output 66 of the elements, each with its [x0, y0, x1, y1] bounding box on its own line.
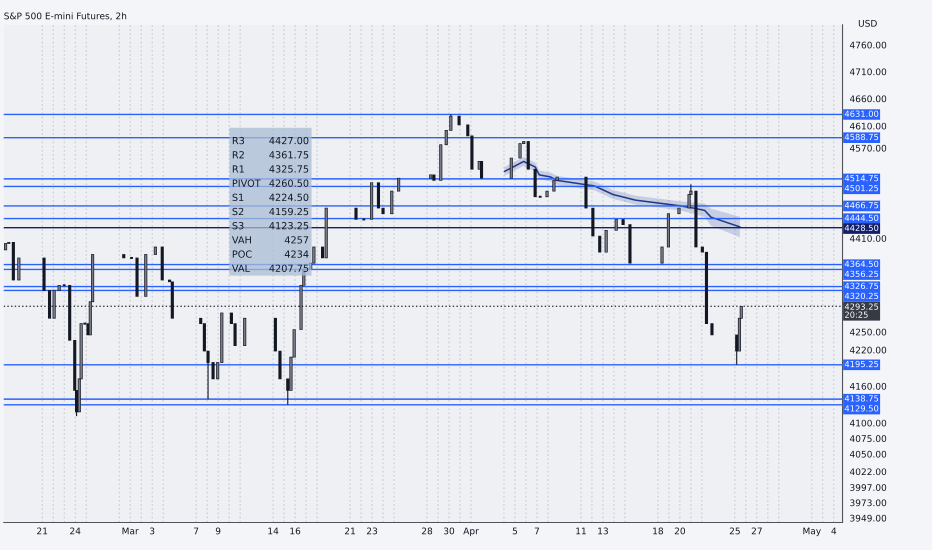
ref-line-label: 4444.50 — [844, 214, 878, 222]
x-tick-label: 13 — [598, 528, 608, 534]
y-tick-label: 4075.00 — [850, 435, 886, 442]
x-tick-label: 7 — [534, 528, 540, 534]
y-tick-label: 4160.00 — [850, 382, 886, 390]
ref-line-label: 4428.50 — [844, 224, 878, 232]
x-tick-label: 16 — [290, 528, 300, 534]
x-tick-label: 21 — [37, 528, 48, 534]
text: S1 4224.50 — [232, 194, 308, 202]
ref-line-label: 4293.25 20:25 — [844, 303, 878, 318]
text: R2 4361.75 — [232, 151, 308, 158]
ref-line-label: 4326.75 — [844, 282, 878, 290]
ref-line-label: 4320.25 — [844, 292, 878, 300]
x-tick-label: 21 — [344, 528, 355, 534]
x-tick-label: Mar — [122, 528, 139, 534]
x-tick-label: 5 — [512, 528, 518, 534]
text: POC 4234 — [232, 250, 309, 258]
ref-line-label: 4195.25 — [844, 360, 878, 368]
text: S3 4123.25 — [232, 222, 308, 230]
text: R1 4325.75 — [232, 165, 308, 173]
y-tick-label: 4570.00 — [850, 144, 886, 152]
y-axis-title: USD — [858, 20, 877, 27]
x-tick-label: 20 — [674, 528, 686, 534]
text: VAL 4207.75 — [232, 264, 308, 272]
y-tick-label: 4760.00 — [850, 42, 886, 48]
x-tick-label: 28 — [422, 528, 432, 534]
y-tick-label: 4710.00 — [850, 68, 886, 76]
ref-line-label: 4514.75 — [844, 175, 878, 182]
x-tick-label: 3 — [150, 528, 154, 534]
text: VAH 4257 — [232, 236, 308, 244]
ref-line-label: 4138.75 — [844, 395, 878, 402]
annotation: PIVOT 4260.50 — [232, 179, 308, 187]
chart-title: S&P 500 E-mini Futures, 2h — [4, 12, 126, 20]
x-tick-label: 25 — [730, 528, 740, 534]
y-tick-label: 3997.00 — [850, 484, 886, 491]
x-tick-label: 18 — [653, 528, 664, 534]
x-tick-label: 27 — [752, 528, 762, 534]
x-tick-label: 4 — [831, 528, 836, 534]
y-tick-label: 4220.00 — [850, 346, 886, 354]
y-tick-label: 3973.00 — [850, 499, 886, 506]
ref-line-label: 4356.25 — [844, 270, 878, 278]
y-tick-label: 4250.00 — [850, 328, 886, 336]
ref-line-label: 4631.00 — [844, 110, 878, 117]
x-tick-label: 7 — [194, 528, 198, 534]
ref-line-label: 4501.25 — [844, 184, 878, 192]
ref-line-label: 4588.75 — [844, 134, 878, 140]
y-tick-label: 3949.00 — [850, 514, 886, 522]
x-tick-label: 9 — [216, 528, 220, 534]
x-tick-label: May — [803, 528, 821, 536]
x-tick-label: 11 — [576, 528, 586, 534]
x-tick-label: 14 — [268, 528, 278, 534]
x-tick-label: Apr — [463, 528, 479, 536]
ref-line-label: 4364.50 — [844, 260, 878, 268]
x-tick-label: 24 — [70, 528, 80, 534]
x-tick-label: 23 — [366, 528, 378, 534]
y-tick-label: 4410.00 — [850, 235, 886, 242]
y-tick-label: 4022.00 — [850, 468, 886, 476]
y-tick-label: 4100.00 — [850, 420, 886, 427]
y-tick-label: 4050.00 — [850, 450, 886, 458]
text: R3 4427.00 — [232, 136, 308, 144]
ref-line-label: 4129.50 — [844, 405, 878, 412]
y-tick-label: 4660.00 — [850, 95, 886, 102]
ref-line-label: 4466.75 — [844, 202, 878, 208]
y-tick-label: 4610.00 — [850, 122, 886, 130]
x-tick-label: 30 — [444, 528, 454, 534]
text: S2 4159.25 — [232, 208, 308, 216]
